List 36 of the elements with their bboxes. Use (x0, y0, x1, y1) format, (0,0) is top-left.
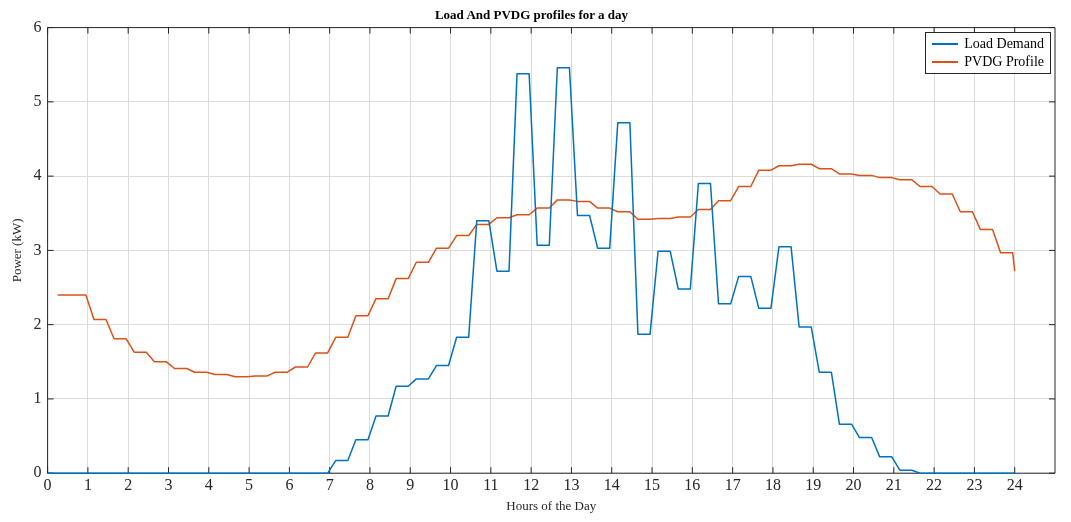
y-tick-label: 2 (33, 314, 42, 332)
y-tick-label: 3 (33, 240, 42, 258)
chart-title: Load And PVDG profiles for a day (434, 7, 629, 23)
x-tick-label: 11 (483, 476, 499, 493)
y-tick-label: 0 (33, 463, 42, 481)
x-tick-label: 22 (926, 476, 943, 493)
x-tick-label: 5 (245, 476, 254, 493)
y-tick-label: 4 (33, 166, 42, 184)
x-tick-label: 14 (603, 476, 620, 493)
x-tick-label: 4 (204, 476, 213, 493)
legend-label: PVDG Profile (964, 52, 1044, 71)
x-tick-label: 24 (1006, 476, 1023, 493)
legend-label: Load Demand (964, 34, 1044, 53)
x-tick-label: 23 (966, 476, 983, 493)
x-tick-label: 6 (285, 476, 294, 493)
y-tick-label: 6 (33, 17, 42, 35)
x-tick-label: 19 (805, 476, 822, 493)
x-tick-label: 21 (885, 476, 902, 493)
x-tick-label: 7 (325, 476, 334, 493)
x-tick-label: 2 (124, 476, 133, 493)
y-tick-label: 1 (33, 389, 42, 407)
x-tick-label: 17 (724, 476, 741, 493)
x-tick-label: 1 (83, 476, 92, 493)
x-tick-label: 15 (644, 476, 661, 493)
x-tick-label: 16 (684, 476, 701, 493)
x-axis-title: Hours of the Day (506, 497, 597, 513)
x-tick-label: 20 (845, 476, 862, 493)
x-tick-label: 8 (365, 476, 374, 493)
y-axis-title: Power (kW) (9, 218, 25, 283)
x-tick-label: 3 (164, 476, 173, 493)
y-tick-label: 5 (33, 92, 42, 110)
x-tick-label: 13 (563, 476, 580, 493)
x-tick-label: 9 (406, 476, 415, 493)
x-tick-label: 10 (442, 476, 459, 493)
x-tick-label: 18 (764, 476, 781, 493)
x-tick-label: 12 (523, 476, 540, 493)
